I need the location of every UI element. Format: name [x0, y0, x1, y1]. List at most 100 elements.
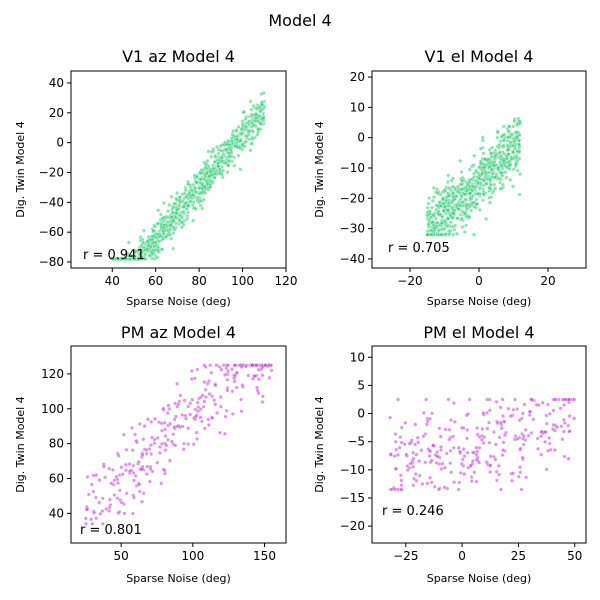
data-point [152, 244, 157, 248]
data-point [439, 467, 444, 472]
data-point [243, 117, 248, 122]
ticks-pm-az: 50 100 150 40 60 80 100 120 [41, 367, 276, 563]
data-point [173, 227, 177, 232]
data-point [518, 465, 523, 470]
data-point [170, 215, 174, 220]
data-point [189, 368, 194, 373]
data-point [393, 467, 398, 471]
data-point [203, 165, 208, 170]
data-point [474, 168, 479, 173]
data-point [130, 448, 135, 453]
data-point [475, 191, 480, 196]
data-point [469, 475, 474, 480]
data-point [408, 461, 413, 466]
data-point [225, 363, 230, 368]
data-point [466, 465, 471, 470]
data-point [465, 428, 470, 432]
data-point [492, 163, 497, 168]
data-point [389, 452, 393, 457]
data-point [151, 228, 156, 233]
data-point [193, 186, 197, 191]
x-tick-label: 0 [458, 549, 466, 563]
data-point [482, 157, 487, 162]
data-point [133, 257, 138, 261]
data-point [547, 436, 552, 440]
data-point [455, 216, 460, 221]
data-point [209, 370, 214, 375]
data-point [394, 447, 399, 452]
data-point [209, 154, 214, 159]
data-point [213, 402, 218, 407]
data-point [108, 503, 113, 507]
data-point [458, 470, 463, 475]
data-point [177, 195, 182, 200]
data-point [499, 426, 504, 431]
data-point [457, 199, 462, 204]
data-point [193, 407, 198, 412]
data-point [433, 225, 438, 230]
data-point [490, 145, 495, 150]
data-point [205, 158, 210, 163]
data-point [544, 467, 549, 472]
data-point [556, 397, 561, 402]
data-point [474, 452, 479, 457]
data-point [548, 447, 553, 452]
data-point [511, 149, 515, 154]
data-point [236, 153, 241, 158]
data-point [242, 109, 246, 114]
data-point [208, 185, 213, 190]
data-point [487, 440, 492, 445]
data-point [142, 424, 147, 429]
y-tick-label: −20 [39, 165, 64, 179]
data-point [398, 473, 403, 478]
data-point [214, 145, 219, 149]
data-point [103, 475, 108, 480]
data-point [260, 116, 265, 121]
data-point [501, 440, 506, 445]
data-point [417, 473, 422, 478]
data-point [495, 130, 500, 135]
data-point [254, 363, 259, 368]
data-point [140, 499, 144, 504]
data-point [98, 511, 103, 516]
data-point [515, 168, 520, 173]
data-point [260, 394, 265, 399]
data-point [182, 191, 187, 196]
data-point [518, 470, 523, 475]
data-point [499, 487, 503, 492]
data-point [465, 436, 470, 441]
data-point [439, 445, 443, 449]
data-point [539, 429, 544, 434]
data-point [497, 150, 502, 155]
data-point [224, 408, 229, 413]
data-point [425, 205, 430, 210]
data-point [161, 231, 166, 236]
data-point [250, 363, 255, 368]
data-point [123, 462, 128, 467]
data-point [157, 451, 162, 455]
x-tick-label: 150 [253, 549, 276, 563]
data-point [127, 462, 132, 467]
data-point [221, 363, 226, 368]
data-point [100, 521, 105, 526]
data-point [186, 203, 191, 208]
panel-pm-el: −25 0 25 50 −20 −15 −10 −5 0 5 10 PM el Model 4 Sp… [313, 323, 587, 585]
data-point [169, 439, 174, 444]
data-point [116, 453, 121, 458]
data-point [398, 435, 403, 440]
data-point [397, 445, 402, 450]
data-point [466, 412, 471, 416]
figure-title: Model 4 [268, 11, 331, 30]
data-point [444, 232, 449, 236]
data-point [84, 521, 88, 526]
data-point [451, 191, 455, 196]
data-point [165, 411, 170, 415]
data-point [232, 163, 237, 168]
data-point [449, 470, 454, 475]
data-point [497, 472, 502, 477]
data-point [438, 203, 443, 208]
data-point [471, 171, 476, 176]
data-point [468, 196, 473, 200]
data-point [553, 448, 557, 452]
data-point [450, 184, 455, 189]
